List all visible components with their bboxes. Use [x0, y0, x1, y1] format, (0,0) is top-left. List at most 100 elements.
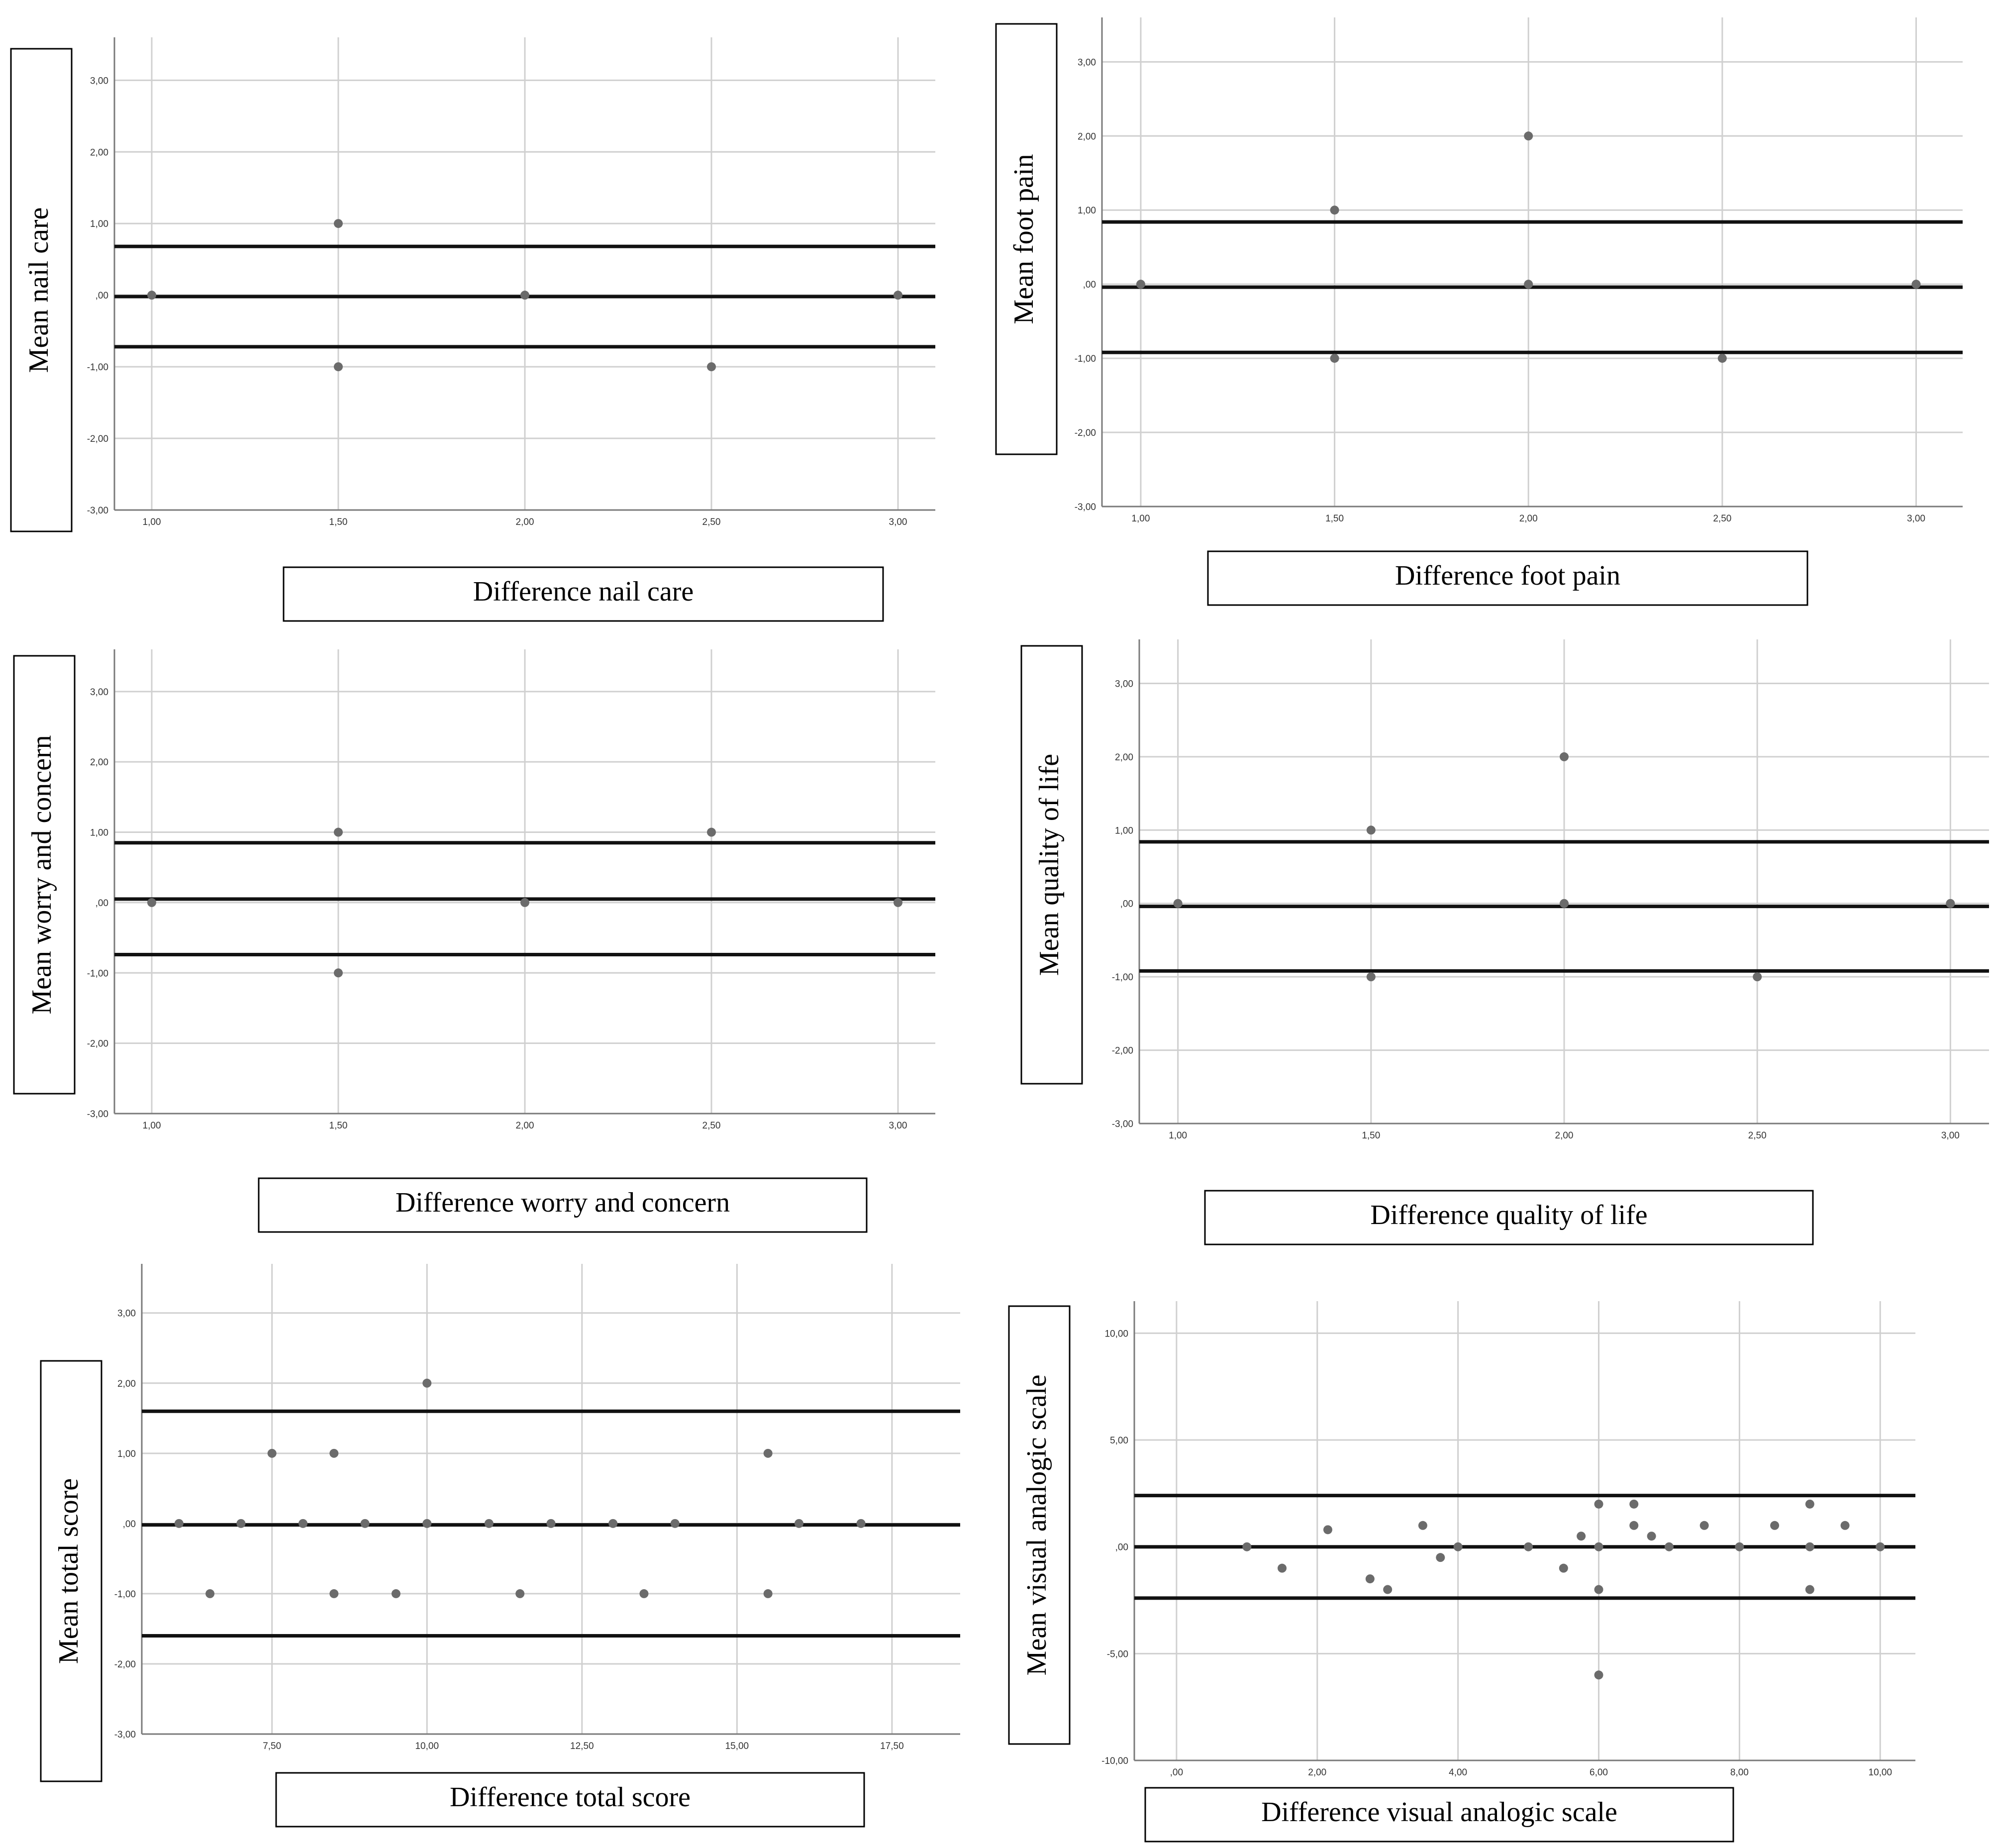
- x-label-box: [1207, 550, 1808, 606]
- y-label-box: [1008, 1305, 1071, 1745]
- data-point: [1330, 354, 1339, 363]
- data-point: [1559, 1563, 1568, 1573]
- x-tick-label: 15,00: [725, 1741, 749, 1751]
- x-tick-label: 3,00: [889, 517, 907, 527]
- data-point: [174, 1519, 184, 1528]
- y-axis-label: Mean nail care: [23, 207, 54, 373]
- y-tick-label: -10,00: [1101, 1756, 1128, 1766]
- y-tick-label: -2,00: [87, 434, 108, 444]
- x-tick-label: 2,50: [702, 517, 721, 527]
- data-point: [236, 1519, 246, 1528]
- data-point: [1524, 1542, 1533, 1551]
- data-point: [205, 1589, 215, 1598]
- data-point: [1436, 1553, 1445, 1562]
- data-point: [1278, 1563, 1287, 1573]
- y-tick-label: -3,00: [87, 506, 108, 516]
- data-point: [670, 1519, 680, 1528]
- x-tick-label: 2,50: [702, 1121, 721, 1131]
- y-tick-label: ,00: [96, 291, 108, 301]
- y-tick-label: 3,00: [90, 687, 108, 698]
- data-point: [1840, 1521, 1850, 1530]
- data-point: [299, 1519, 308, 1528]
- y-label-box: [13, 655, 76, 1095]
- x-tick-label: 12,50: [570, 1741, 594, 1751]
- data-point: [484, 1519, 494, 1528]
- data-point: [1946, 899, 1955, 908]
- y-tick-label: 2,00: [90, 757, 108, 768]
- data-point: [1629, 1521, 1639, 1530]
- data-point: [1594, 1585, 1603, 1594]
- data-point: [360, 1519, 370, 1528]
- data-point: [1560, 752, 1569, 761]
- y-label-box: [995, 23, 1058, 455]
- x-tick-label: 3,00: [1941, 1130, 1960, 1141]
- data-point: [1876, 1542, 1885, 1551]
- data-point: [856, 1519, 866, 1528]
- y-tick-label: 2,00: [90, 147, 108, 158]
- data-point: [515, 1589, 525, 1598]
- y-tick-label: -1,00: [87, 968, 108, 979]
- data-point: [1629, 1499, 1639, 1509]
- x-tick-label: 1,50: [1362, 1130, 1380, 1141]
- y-axis-label: Mean worry and concern: [26, 735, 57, 1014]
- y-tick-label: -1,00: [114, 1589, 136, 1600]
- y-tick-label: 10,00: [1104, 1329, 1128, 1339]
- data-point: [1735, 1542, 1744, 1551]
- x-tick-label: 1,00: [143, 1121, 161, 1131]
- data-point: [520, 898, 529, 907]
- data-point: [1805, 1499, 1814, 1509]
- x-tick-label: 10,00: [1869, 1767, 1893, 1778]
- x-tick-label: 17,50: [880, 1741, 904, 1751]
- data-point: [894, 898, 902, 907]
- data-point: [763, 1589, 773, 1598]
- x-tick-label: 2,00: [1519, 513, 1538, 524]
- x-tick-label: 1,50: [329, 517, 348, 527]
- y-tick-label: 5,00: [1110, 1436, 1128, 1446]
- data-point: [1911, 280, 1921, 289]
- x-tick-label: 2,00: [516, 517, 534, 527]
- chart-6: ,00 2,00 4,00 6,00 8,00 10,00 10,00 5,00 ,00 -5,0…: [1008, 1301, 1915, 1843]
- data-point: [1366, 825, 1376, 835]
- y-tick-label: ,00: [1083, 280, 1096, 290]
- data-point: [391, 1589, 400, 1598]
- y-axis-label: Mean quality of life: [1034, 754, 1065, 976]
- y-tick-label: 3,00: [1115, 679, 1133, 689]
- data-point: [334, 362, 343, 372]
- y-tick-label: 3,00: [117, 1309, 136, 1319]
- x-label-box: [258, 1177, 868, 1233]
- data-point: [1699, 1521, 1709, 1530]
- data-point: [1594, 1670, 1603, 1680]
- chart-1: 1,00 1,50 2,00 2,50 3,00 3,00 2,00 1,00 ,00 -1,00…: [10, 37, 935, 622]
- y-tick-label: 1,00: [1115, 825, 1133, 836]
- data-point: [147, 291, 156, 300]
- data-point: [1594, 1542, 1603, 1551]
- data-point: [1524, 131, 1533, 141]
- x-tick-label: 2,50: [1748, 1130, 1767, 1141]
- x-tick-label: 1,00: [1169, 1130, 1187, 1141]
- y-tick-label: 1,00: [90, 828, 108, 838]
- x-tick-label: 3,00: [889, 1121, 907, 1131]
- y-label-box: [10, 48, 73, 532]
- data-point: [520, 291, 529, 300]
- y-tick-label: 3,00: [90, 76, 108, 86]
- data-point: [1717, 354, 1727, 363]
- data-point: [794, 1519, 803, 1528]
- x-label-box: [283, 566, 884, 622]
- x-tick-label: 2,00: [1555, 1130, 1574, 1141]
- x-label-box: [275, 1772, 865, 1828]
- x-tick-label: 7,50: [263, 1741, 281, 1751]
- x-tick-label: 2,00: [516, 1121, 534, 1131]
- x-axis-label: Difference quality of life: [1370, 1200, 1647, 1231]
- x-tick-label: 8,00: [1730, 1767, 1749, 1778]
- y-tick-label: -3,00: [114, 1730, 136, 1740]
- data-point: [422, 1378, 432, 1388]
- x-label-box: [1204, 1190, 1814, 1245]
- data-point: [546, 1519, 556, 1528]
- x-axis-label: Difference worry and concern: [396, 1187, 730, 1218]
- y-tick-label: 1,00: [1078, 205, 1096, 216]
- x-tick-label: 2,00: [1308, 1767, 1326, 1778]
- y-tick-label: 2,00: [1115, 752, 1133, 763]
- data-point: [267, 1448, 277, 1458]
- x-tick-label: 10,00: [415, 1741, 439, 1751]
